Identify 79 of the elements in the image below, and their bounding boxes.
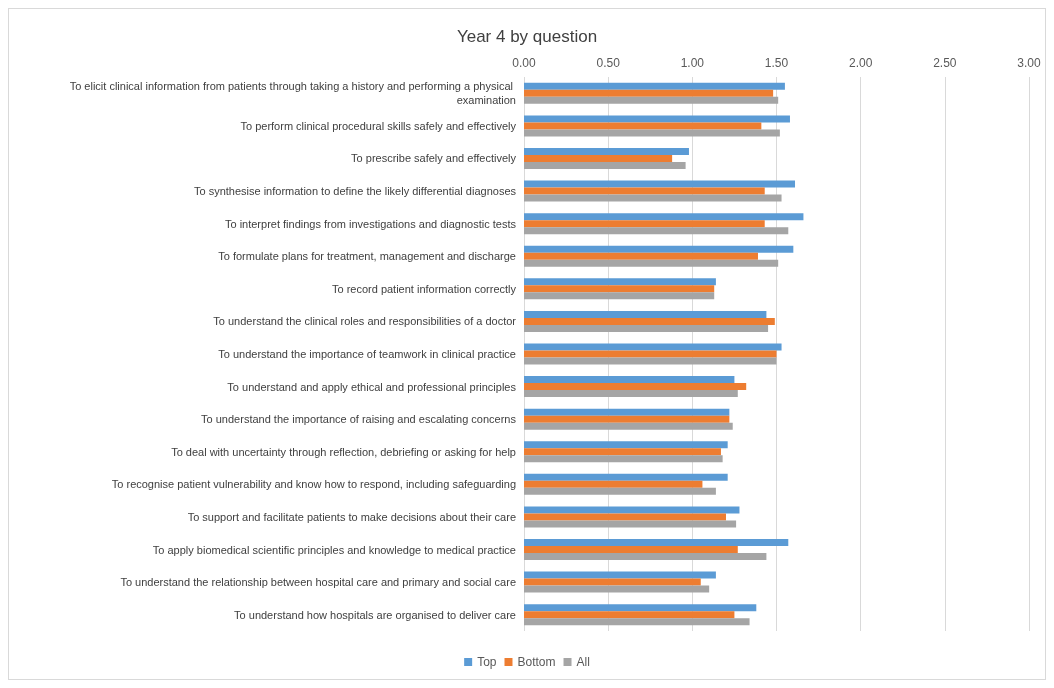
legend-label: Top: [477, 655, 497, 669]
bar: [524, 383, 747, 391]
bar: [524, 480, 703, 488]
bar: [524, 473, 728, 481]
x-tick-label: 3.00: [1017, 56, 1041, 70]
y-tick-label: To understand the importance of raising and escalating concerns: [201, 413, 517, 426]
bar: [524, 520, 737, 528]
bar: [524, 506, 740, 514]
y-tick-label: To interpret findings from investigations and diagnostic tests: [224, 217, 517, 230]
bar: [524, 89, 774, 97]
y-tick-label: To formulate plans for treatment, management and discharge: [218, 250, 516, 263]
bar: [524, 161, 686, 169]
bar: [524, 611, 735, 619]
chart-title: Year 4 by question: [456, 27, 598, 46]
y-tick-label: To understand how hospitals are organised to deliver care: [234, 608, 516, 621]
bar: [524, 115, 790, 123]
y-tick-label: To understand the clinical roles and responsibilities of a doctor: [213, 315, 517, 328]
x-tick-label: 2.50: [933, 56, 957, 70]
bar: [524, 180, 796, 188]
x-tick-label: 0.50: [596, 56, 621, 70]
bar: [524, 122, 762, 130]
bar: [524, 154, 673, 162]
x-tick-label: 2.00: [848, 56, 873, 70]
bar: [524, 317, 775, 325]
y-tick-label: To prescribe safely and effectively: [351, 152, 517, 165]
x-tick-label: 1.00: [680, 56, 705, 70]
bar: [524, 252, 758, 260]
bar: [524, 343, 782, 351]
bar: [524, 376, 735, 384]
bar: [524, 129, 780, 137]
y-tick-label: To understand the relationship between hospital care and primary and social care: [120, 576, 516, 589]
y-tick-label: To understand the importance of teamwork in clinical practice: [218, 348, 516, 360]
x-tick-label: 1.50: [764, 56, 789, 70]
y-tick-label: To support and facilitate patients to make decisions about their care: [187, 510, 516, 523]
bar: [524, 553, 767, 561]
bar: [524, 213, 804, 221]
bar: [524, 227, 789, 235]
bar: [524, 487, 716, 495]
x-tick-label: 0.00: [512, 56, 536, 70]
bar: [524, 618, 750, 626]
bar: [524, 448, 721, 456]
legend-label: All: [576, 655, 590, 669]
bar: [524, 147, 689, 155]
y-tick-label: To apply biomedical scientific principles and knowledge to medical practice: [152, 543, 516, 556]
bar: [524, 513, 726, 521]
bar: [524, 357, 777, 365]
bar: [524, 259, 779, 267]
bar: [524, 220, 765, 228]
y-tick-label: To elicit clinical information from patients through taking a history and performing a physical examination: [69, 80, 516, 107]
bar: [524, 455, 723, 463]
bar: [524, 324, 769, 332]
bar: [524, 96, 779, 104]
y-tick-label: To synthesise information to define the likely differential diagnoses: [193, 185, 517, 198]
bar: [524, 278, 716, 286]
bar: [524, 441, 728, 449]
bar: [524, 604, 757, 612]
legend-label: Bottom: [517, 655, 556, 669]
bar: [524, 546, 738, 554]
bar: [524, 571, 716, 579]
bar: [524, 578, 701, 586]
bar: [524, 310, 767, 318]
bar: [524, 415, 730, 423]
bar: [524, 585, 710, 593]
bar: [524, 390, 738, 398]
bar: [524, 194, 782, 202]
y-tick-label: To record patient information correctly: [331, 282, 517, 295]
bar: [524, 422, 733, 430]
bar: [524, 292, 715, 300]
y-tick-label: To perform clinical procedural skills safely and effectively: [240, 119, 517, 132]
y-tick-label: To deal with uncertainty through reflection, debriefing or asking for help: [171, 445, 516, 458]
bar: [524, 539, 789, 547]
bar: [524, 350, 777, 358]
bar: [524, 82, 785, 90]
bar: [524, 245, 794, 253]
y-tick-label: To understand and apply ethical and professional principles: [227, 380, 517, 393]
y-tick-label: To recognise patient vulnerability and know how to respond, including safeguarding: [111, 478, 516, 491]
bar: [524, 187, 765, 195]
bar: [524, 408, 730, 416]
bar: [524, 285, 715, 293]
